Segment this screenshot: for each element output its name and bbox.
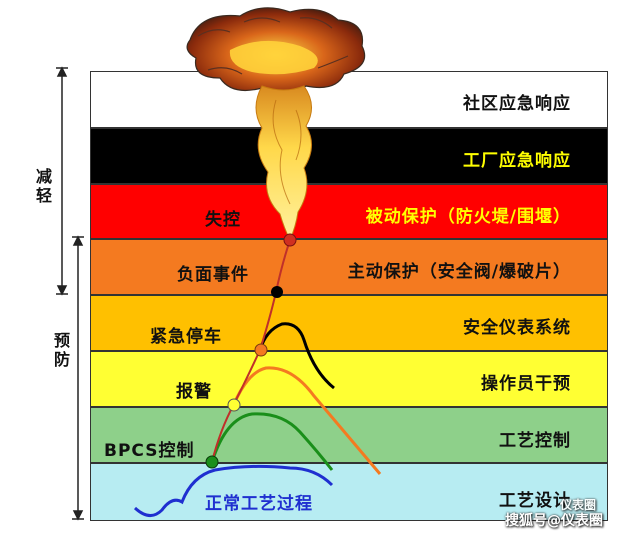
band-label-process-design: 工艺设计 [499, 491, 571, 511]
band-passive-protection: 被动保护（防火堤/围堰） [90, 184, 608, 239]
bpcs-control-curve [210, 412, 334, 471]
flame-column-icon [255, 85, 312, 242]
bpcs-point [205, 455, 219, 469]
adverse-event-label: 负面事件 [177, 265, 249, 285]
band-process-control: 工艺控制 [90, 407, 608, 463]
band-label-safety-instrumented-system: 安全仪表系统 [463, 318, 571, 338]
normal-process-curve [133, 464, 334, 517]
band-label-community-response: 社区应急响应 [463, 94, 571, 114]
emergency-shutdown-label: 紧急停车 [150, 327, 222, 347]
shutdown-curve [258, 322, 335, 390]
watermark-main: 搜狐号@仪表圈 [505, 513, 603, 529]
band-label-active-protection: 主动保护（安全阀/爆破片） [347, 262, 571, 282]
alarm-point [227, 398, 241, 412]
explosion-cloud-icon [186, 7, 366, 95]
adverse-event-point [271, 286, 283, 298]
band-active-protection: 主动保护（安全阀/爆破片） [90, 239, 608, 295]
band-process-design: 工艺设计 [90, 463, 608, 521]
shutdown-point [254, 343, 268, 357]
band-label-passive-protection: 被动保护（防火堤/围堰） [365, 207, 571, 227]
loss-of-control-point [283, 233, 297, 247]
band-safety-instrumented-system: 安全仪表系统 [90, 295, 608, 351]
band-label-operator-intervention: 操作员干预 [481, 374, 571, 394]
loss-of-control-label: 失控 [205, 210, 241, 230]
bpcs-control-label: BPCS控制 [104, 441, 195, 461]
mitigation-label: 减轻 [33, 168, 52, 206]
band-label-plant-response: 工厂应急响应 [463, 151, 571, 171]
band-community-response: 社区应急响应 [90, 71, 608, 128]
normal-process-label: 正常工艺过程 [205, 494, 313, 514]
prevention-label: 预防 [51, 332, 70, 370]
alarm-curve [232, 366, 382, 475]
alarm-label: 报警 [176, 382, 212, 402]
band-plant-response: 工厂应急响应 [90, 128, 608, 184]
band-operator-intervention: 操作员干预 [90, 351, 608, 407]
band-label-process-control: 工艺控制 [499, 431, 571, 451]
watermark-small: 仪表圈 [560, 498, 597, 512]
